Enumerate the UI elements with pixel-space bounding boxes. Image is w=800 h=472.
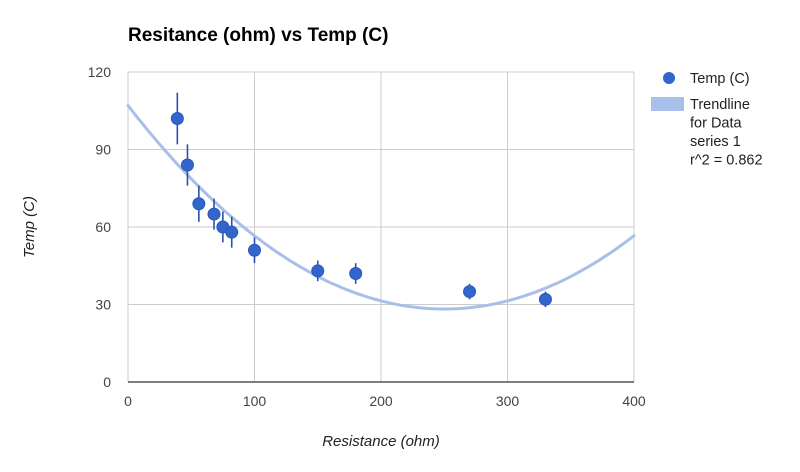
legend-label-trendline-1: for Data: [690, 116, 743, 132]
trendline-group: [126, 104, 636, 311]
data-point-1[interactable]: [180, 158, 194, 172]
legend-marker-series: [663, 72, 675, 84]
x-axis-label: Resistance (ohm): [322, 433, 440, 450]
data-point-9[interactable]: [463, 285, 477, 299]
y-tick-label-0: 0: [103, 374, 111, 390]
chart-title: Resitance (ohm) vs Temp (C): [128, 25, 388, 46]
data-point-5[interactable]: [225, 225, 239, 239]
y-tick-label-3: 90: [95, 142, 111, 158]
data-points: [170, 112, 552, 306]
legend-label-series: Temp (C): [690, 71, 750, 87]
y-tick-label-4: 120: [88, 64, 112, 80]
x-tick-label-0: 0: [124, 393, 132, 409]
data-point-8[interactable]: [349, 267, 363, 280]
legend-label-trendline-3: r^2 = 0.862: [690, 153, 763, 169]
grid-lines: [127, 71, 635, 383]
x-tick-label-1: 100: [243, 393, 267, 409]
data-point-7[interactable]: [311, 264, 325, 278]
legend-label-trendline-2: series 1: [690, 134, 741, 150]
x-axis-ticks: 0 100 200 300 400: [124, 393, 646, 409]
legend-label-trendline-0: Trendline: [690, 97, 750, 113]
legend-marker-trendline: [651, 97, 684, 111]
y-tick-label-1: 30: [95, 297, 111, 313]
data-point-10[interactable]: [538, 292, 552, 306]
y-axis-label: Temp (C): [21, 196, 38, 258]
x-tick-label-4: 400: [622, 393, 646, 409]
trendline: [126, 104, 636, 311]
x-tick-label-2: 200: [369, 393, 393, 409]
data-point-3[interactable]: [207, 207, 221, 221]
data-point-2[interactable]: [192, 197, 206, 211]
data-point-6[interactable]: [248, 243, 261, 257]
y-axis-ticks: 0 30 60 90 120: [88, 64, 112, 390]
y-tick-label-2: 60: [95, 219, 111, 235]
x-tick-label-3: 300: [496, 393, 520, 409]
legend: Temp (C) Trendline for Data series 1 r^2 = 0…: [651, 71, 763, 169]
data-point-0[interactable]: [170, 112, 184, 125]
